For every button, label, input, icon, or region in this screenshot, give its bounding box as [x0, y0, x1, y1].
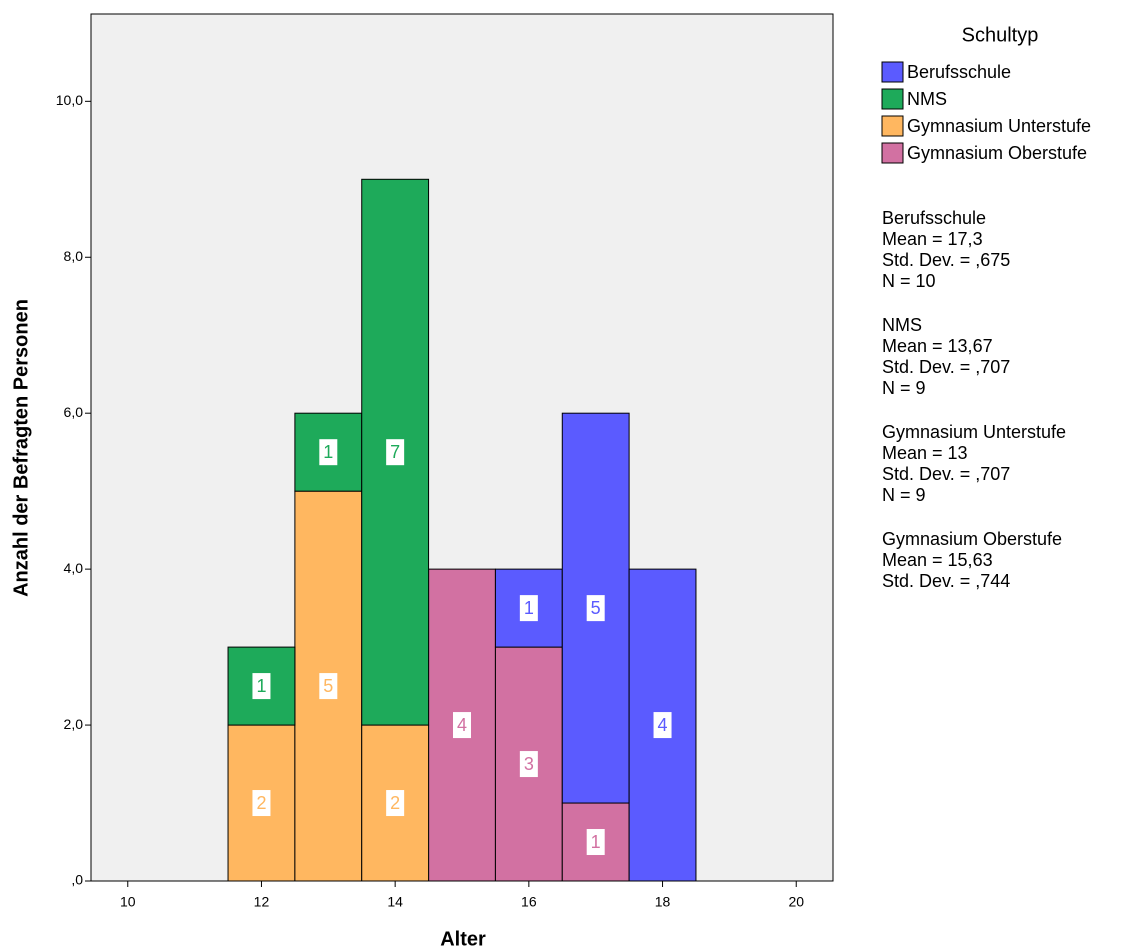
data-label: 2: [256, 793, 266, 813]
stats-text: Gymnasium Oberstufe: [882, 529, 1062, 549]
stats-text: Std. Dev. = ,675: [882, 250, 1010, 270]
stats-text: Std. Dev. = ,707: [882, 357, 1010, 377]
data-label: 1: [256, 676, 266, 696]
x-tick-label: 14: [387, 894, 403, 910]
stats-text: Mean = 13: [882, 443, 968, 463]
label-box: [519, 595, 538, 622]
label-box: [319, 439, 338, 466]
x-tick-label: 10: [120, 894, 136, 910]
data-label: 1: [524, 598, 534, 618]
x-tick-label: 12: [254, 894, 270, 910]
stats-text: NMS: [882, 315, 922, 335]
stats-text: Mean = 13,67: [882, 336, 993, 356]
stats-text: Std. Dev. = ,707: [882, 464, 1010, 484]
data-label: 2: [390, 793, 400, 813]
label-box: [252, 790, 271, 817]
data-label: 5: [591, 598, 601, 618]
label-box: [252, 673, 271, 700]
data-label: 7: [390, 442, 400, 462]
stats-text: N = 9: [882, 378, 926, 398]
legend-swatch: [881, 88, 904, 110]
label-box: [653, 712, 672, 739]
label-box: [453, 712, 471, 739]
y-tick-label: 2,0: [64, 716, 84, 732]
legend-swatch: [881, 115, 904, 137]
y-tick-label: 8,0: [64, 248, 84, 264]
stats-text: Mean = 17,3: [882, 229, 983, 249]
data-label: 4: [658, 715, 668, 735]
y-tick-label: ,0: [71, 872, 83, 888]
x-tick-label: 16: [521, 894, 537, 910]
stats-text: N = 10: [882, 271, 936, 291]
y-tick-label: 6,0: [64, 404, 84, 420]
data-label: 1: [323, 442, 333, 462]
x-axis-title: Alter: [440, 928, 486, 950]
legend-title: Schultyp: [962, 24, 1039, 46]
legend-swatch: [881, 142, 904, 164]
legend-label: NMS: [907, 89, 947, 109]
y-tick-label: 10,0: [56, 92, 83, 108]
label-box: [319, 673, 338, 700]
legend-label: Gymnasium Oberstufe: [907, 143, 1087, 163]
data-label: 1: [591, 832, 601, 852]
data-label: 5: [323, 676, 333, 696]
label-box: [519, 751, 538, 778]
stats-text: Berufsschule: [882, 208, 986, 228]
data-label: 4: [457, 715, 467, 735]
stats-text: Mean = 15,63: [882, 550, 993, 570]
y-axis-title: Anzahl der Befragten Personen: [10, 299, 32, 597]
x-tick-label: 18: [655, 894, 671, 910]
y-tick-label: 4,0: [64, 560, 84, 576]
label-box: [386, 439, 405, 466]
data-label: 3: [524, 754, 534, 774]
label-box: [386, 790, 405, 817]
label-box: [586, 595, 605, 622]
legend-swatch: [881, 61, 904, 83]
x-tick-label: 20: [788, 894, 804, 910]
stats-text: Std. Dev. = ,744: [882, 571, 1010, 591]
label-box: [586, 829, 605, 856]
stats-text: N = 9: [882, 485, 926, 505]
legend-label: Gymnasium Unterstufe: [907, 116, 1091, 136]
legend-label: Berufsschule: [907, 62, 1011, 82]
stats-text: Gymnasium Unterstufe: [882, 422, 1066, 442]
